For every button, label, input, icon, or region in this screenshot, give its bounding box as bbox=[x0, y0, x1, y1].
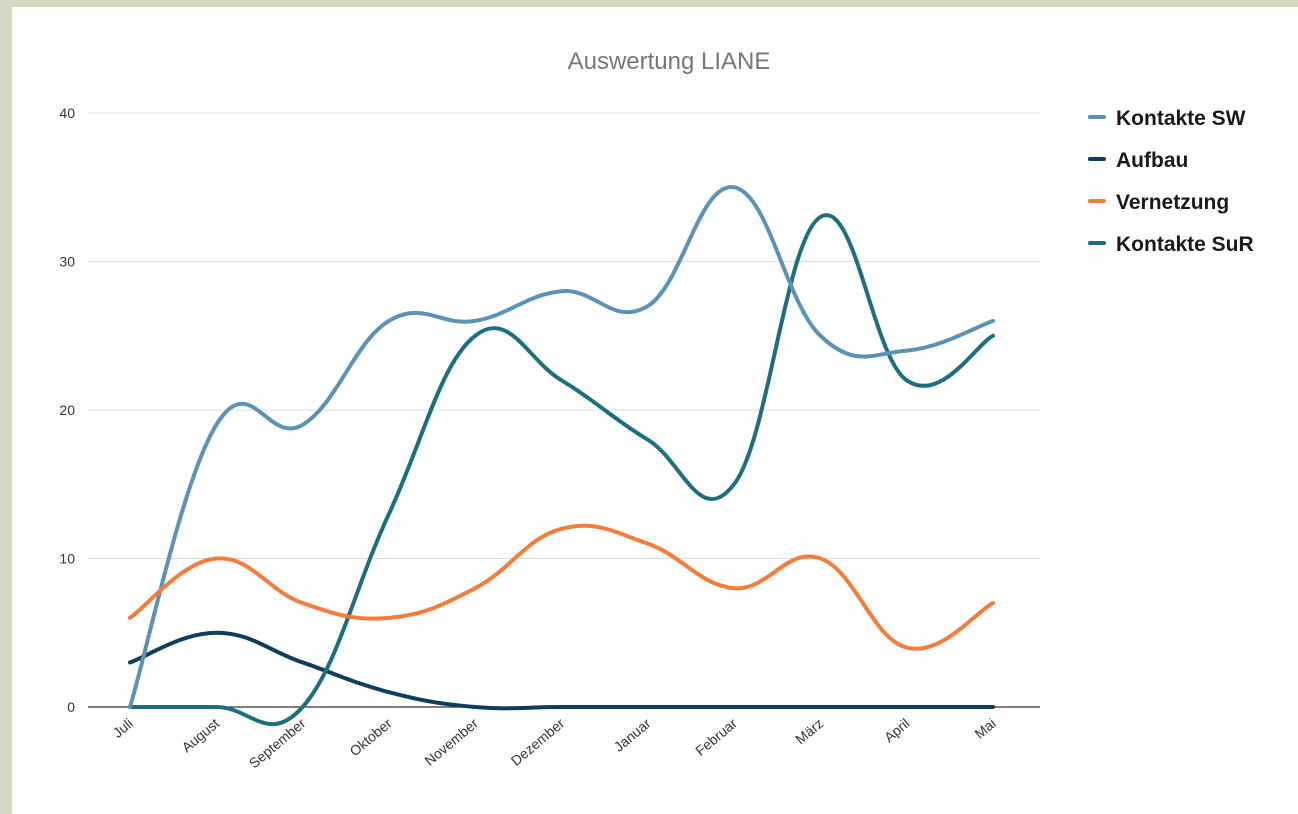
x-tick-label: Dezember bbox=[508, 715, 568, 769]
legend-item-kontakte-sur: Kontakte SuR bbox=[1088, 233, 1254, 256]
legend-label: Aufbau bbox=[1116, 149, 1188, 172]
legend-label: Kontakte SW bbox=[1116, 107, 1246, 130]
series-line-kontakte-sw bbox=[128, 185, 995, 709]
y-axis-ticks: 0 10 20 30 40 bbox=[59, 105, 75, 715]
legend-label: Vernetzung bbox=[1116, 191, 1229, 214]
series-line-vernetzung bbox=[128, 523, 995, 651]
chart-card: Auswertung LIANE 0 10 20 30 40 Juli August Sep… bbox=[12, 7, 1298, 814]
y-tick-label: 20 bbox=[59, 402, 75, 418]
series-lines bbox=[128, 185, 995, 727]
legend-item-vernetzung: Vernetzung bbox=[1088, 191, 1229, 214]
x-tick-label: Juli bbox=[110, 715, 136, 741]
y-tick-label: 0 bbox=[67, 699, 75, 715]
y-tick-label: 30 bbox=[59, 254, 75, 270]
x-tick-label: Oktober bbox=[346, 715, 395, 759]
x-tick-label: August bbox=[179, 715, 223, 755]
legend-item-aufbau: Aufbau bbox=[1088, 149, 1188, 172]
series-line-aufbau bbox=[128, 630, 995, 711]
series-line-kontakte-sur bbox=[128, 213, 995, 727]
x-tick-label: März bbox=[792, 715, 826, 747]
legend: Kontakte SW Aufbau Vernetzung Kontakte SuR bbox=[1088, 107, 1254, 256]
y-tick-label: 10 bbox=[59, 551, 75, 567]
x-tick-label: November bbox=[421, 715, 481, 769]
chart-title: Auswertung LIANE bbox=[568, 48, 771, 75]
x-tick-label: Mai bbox=[971, 715, 999, 742]
legend-label: Kontakte SuR bbox=[1116, 233, 1254, 256]
x-tick-label: Februar bbox=[692, 715, 740, 759]
x-tick-label: Januar bbox=[611, 715, 654, 755]
y-tick-label: 40 bbox=[59, 105, 75, 121]
x-tick-label: April bbox=[881, 715, 913, 745]
legend-item-kontakte-sw: Kontakte SW bbox=[1088, 107, 1246, 130]
x-axis-ticks: Juli August September Oktober November Dezemb… bbox=[110, 715, 999, 771]
